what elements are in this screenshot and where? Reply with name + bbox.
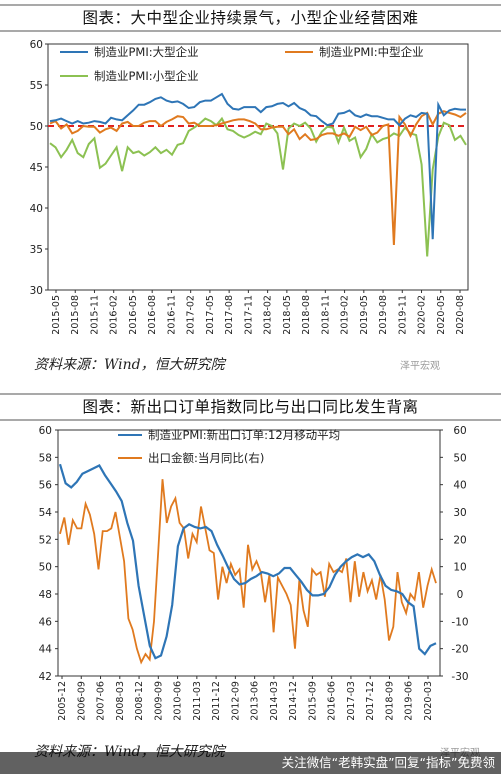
chart1-xtick-label-13: 2018-08 — [301, 295, 312, 335]
chart2-xtick-label-15: 2017-03 — [346, 681, 357, 721]
chart2-xtick-label-11: 2014-03 — [269, 681, 280, 721]
chart2-ytick-right-label-5: 20 — [453, 534, 466, 546]
chart2-ytick-right-label-3: 0 — [457, 589, 464, 601]
chart1-title: 图表：大中型企业持续景气，小型企业经营困难 — [0, 4, 501, 32]
chart2-title: 图表：新出口订单指数同比与出口同比发生背离 — [0, 393, 501, 421]
chart2-xtick-label-2: 2007-06 — [96, 681, 107, 721]
chart1-xtick-label-9: 2017-08 — [224, 295, 235, 335]
chart2-ytick-right-label-8: 50 — [453, 452, 466, 464]
chart2-ytick-left-label-0: 42 — [39, 671, 52, 683]
chart2-xtick-label-12: 2014-12 — [288, 681, 299, 721]
chart2-ytick-left-label-6: 54 — [39, 507, 53, 519]
chart1-series-line-0 — [49, 92, 466, 240]
chart2-ytick-right-label-0: -30 — [451, 671, 468, 683]
chart2-ytick-left-label-5: 52 — [39, 534, 52, 546]
chart2-xtick-label-16: 2017-12 — [365, 681, 376, 721]
chart2-xtick-label-5: 2009-09 — [153, 681, 164, 721]
chart2-plot-frame — [57, 429, 441, 677]
chart2-xtick-label-0: 2005-12 — [57, 681, 68, 721]
chart2-xtick-label-17: 2018-09 — [384, 681, 395, 721]
chart1-xtick-label-2: 2015-11 — [89, 295, 100, 335]
chart2-xtick-label-13: 2015-09 — [307, 681, 318, 721]
chart2-series-line-export-yoy — [59, 479, 437, 665]
chart2-ytick-right-label-1: -20 — [451, 644, 468, 656]
chart2-ytick-left-label-7: 56 — [39, 480, 53, 492]
chart2-ytick-right-label-7: 40 — [453, 480, 466, 492]
chart1-xtick-label-10: 2017-11 — [243, 295, 254, 335]
watermark-logo: 泽平宏观 — [400, 361, 440, 372]
chart2-legend-label-1: 出口金额:当月同比(右) — [148, 451, 264, 465]
chart2-xtick-label-8: 2011-12 — [211, 681, 222, 721]
chart2-xtick-label-10: 2013-06 — [250, 681, 261, 721]
chart2-xtick-label-19: 2020-03 — [423, 681, 434, 721]
promo-footer-banner[interactable]: 关注微信“老韩实盘”回复“指标”免费领 — [0, 752, 501, 774]
chart1-xtick-label-5: 2016-08 — [147, 295, 158, 335]
chart1-ytick-label-4: 50 — [30, 121, 43, 133]
chart1-ytick-label-3: 45 — [30, 162, 43, 174]
chart2-xtick-label-4: 2008-12 — [134, 681, 145, 721]
chart2-ytick-left-label-8: 58 — [39, 452, 52, 464]
chart2-ytick-right-label-9: 60 — [453, 425, 466, 437]
chart1-xtick-label-21: 2020-08 — [455, 295, 466, 335]
chart2-svg: 42 44 46 48 50 52 54 56 58 60 -30 -20 -10 0 10 20 30 40 50… — [39, 425, 469, 721]
chart2-ytick-left-label-1: 44 — [39, 644, 53, 656]
chart1-xtick-label-6: 2016-11 — [166, 295, 177, 335]
chart1-xtick-label-18: 2019-11 — [397, 295, 408, 335]
chart1-svg: 30 35 40 45 50 55 60 2015-05 2015-08 2015-11 2016-… — [30, 39, 469, 335]
chart1-xtick-label-19: 2020-02 — [417, 295, 428, 335]
chart2-ytick-left-label-3: 48 — [39, 589, 52, 601]
chart2-ytick-right-label-6: 30 — [453, 507, 466, 519]
chart1-xtick-label-12: 2018-05 — [282, 295, 293, 335]
chart2-xtick-label-18: 2019-06 — [404, 681, 415, 721]
chart2-xtick-label-7: 2011-03 — [192, 681, 203, 721]
chart1-ytick-label-1: 35 — [30, 244, 43, 256]
chart1-xtick-label-16: 2019-05 — [359, 295, 370, 335]
chart1-xtick-label-14: 2018-11 — [320, 295, 331, 335]
chart1-xtick-label-4: 2016-05 — [128, 295, 139, 335]
chart2-xtick-label-9: 2012-09 — [230, 681, 241, 721]
chart2-xtick-label-14: 2016-06 — [327, 681, 338, 721]
chart1-xtick-label-20: 2020-05 — [436, 295, 447, 335]
chart2-ytick-left-label-9: 60 — [39, 425, 52, 437]
chart2-legend-label-0: 制造业PMI:新出口订单:12月移动平均 — [148, 428, 340, 442]
chart1-xtick-label-8: 2017-05 — [205, 295, 216, 335]
chart2-xtick-label-3: 2008-03 — [115, 681, 126, 721]
chart1-legend-label-0: 制造业PMI:大型企业 — [94, 45, 199, 59]
chart1-series-line-2 — [49, 116, 467, 257]
chart2-xtick-label-1: 2006-09 — [76, 681, 87, 721]
chart1-legend-label-1: 制造业PMI:中型企业 — [319, 45, 424, 59]
chart1-xtick-label-11: 2018-02 — [263, 295, 274, 335]
chart1-xtick-label-0: 2015-05 — [51, 295, 62, 335]
chart1-xtick-label-1: 2015-08 — [70, 295, 81, 335]
chart1-xtick-label-3: 2016-02 — [109, 295, 120, 335]
chart2-ytick-right-label-4: 10 — [453, 562, 466, 574]
chart2-xtick-label-6: 2010-06 — [173, 681, 184, 721]
chart2-series-line-pmi-export-orders — [58, 463, 437, 660]
chart1-source: 资料来源：Wind，恒大研究院 — [34, 357, 225, 373]
chart1-xtick-label-7: 2017-02 — [186, 295, 197, 335]
chart1-ytick-label-5: 55 — [30, 80, 43, 92]
chart1-ytick-label-0: 30 — [30, 285, 43, 297]
chart1-xtick-label-15: 2019-02 — [340, 295, 351, 335]
chart2-ytick-left-label-2: 46 — [39, 616, 53, 628]
chart2-ytick-left-label-4: 50 — [39, 562, 52, 574]
chart1-legend-label-2: 制造业PMI:小型企业 — [94, 69, 199, 83]
chart1-series-line-1 — [49, 110, 467, 245]
chart1-xtick-label-17: 2019-08 — [378, 295, 389, 335]
chart1-ytick-label-6: 60 — [30, 39, 43, 51]
chart2-ytick-right-label-2: -10 — [451, 616, 468, 628]
chart1-ytick-label-2: 40 — [30, 203, 43, 215]
